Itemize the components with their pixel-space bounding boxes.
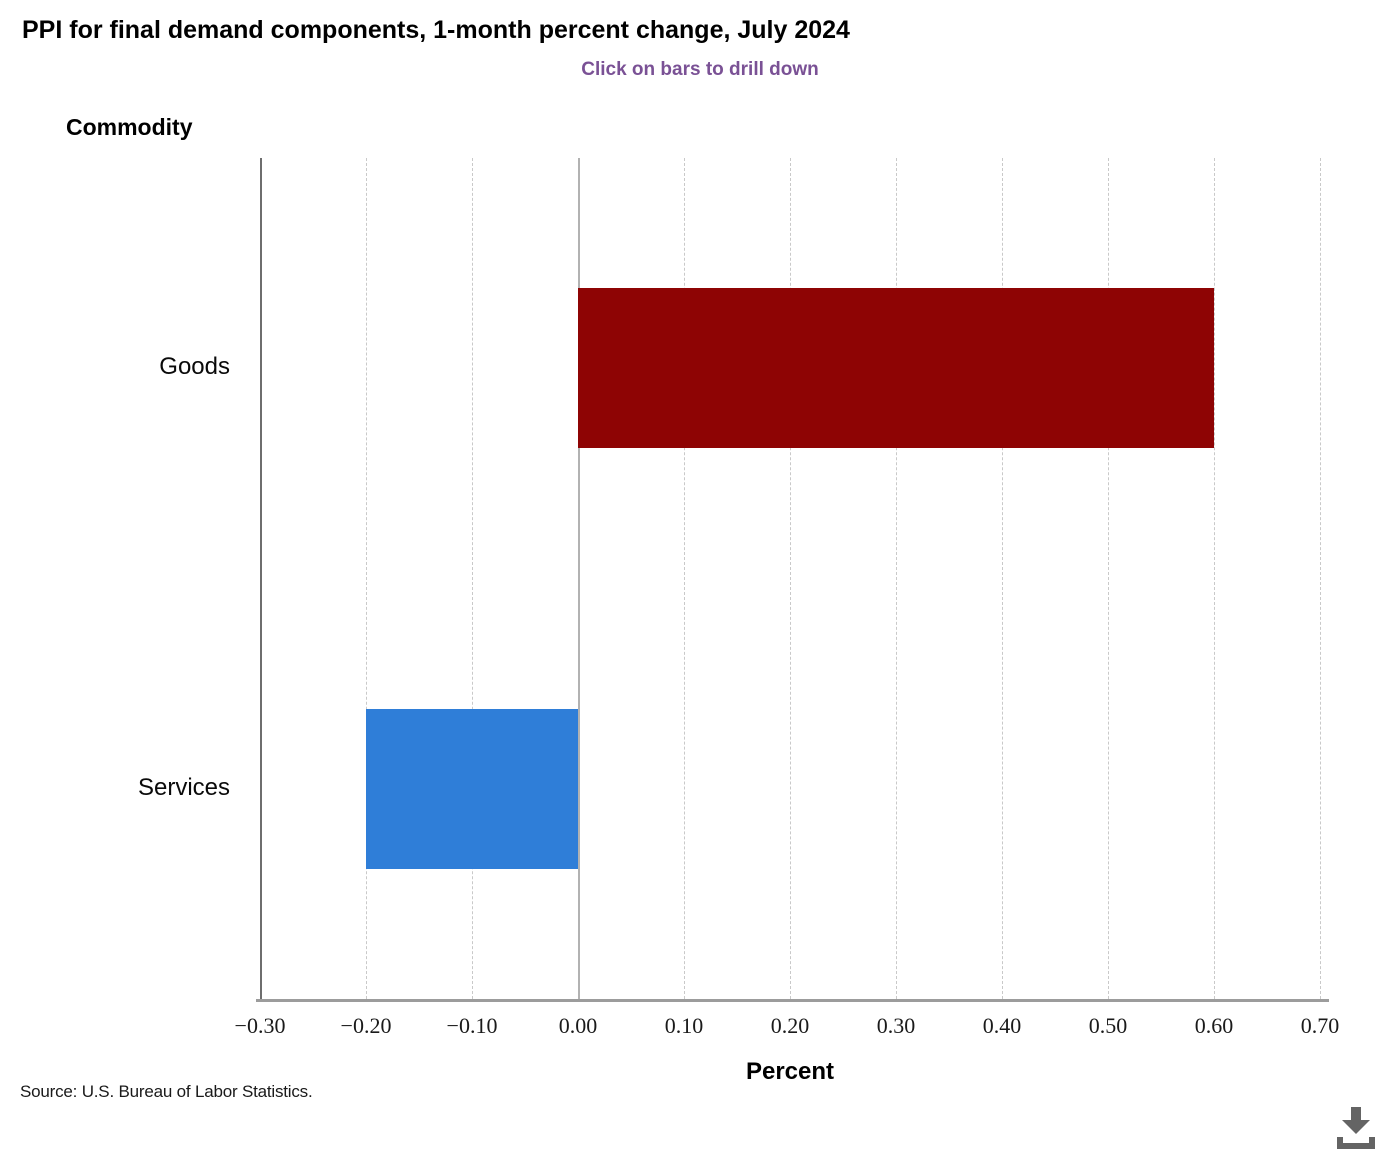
x-tick-label: 0.40 [982, 1013, 1022, 1038]
gridline [1108, 158, 1109, 999]
gridline [684, 158, 685, 999]
bar-services[interactable] [366, 708, 578, 869]
x-tick-label: 0.70 [1300, 1013, 1340, 1038]
gridline [472, 158, 473, 999]
drilldown-hint: Click on bars to drill down [581, 59, 819, 80]
category-label-services: Services [137, 773, 230, 801]
gridline [1214, 158, 1215, 999]
gridline [366, 158, 367, 999]
x-axis-line [256, 999, 1329, 1002]
y-axis-title: Commodity [66, 114, 193, 140]
x-tick-label: −0.30 [234, 1013, 286, 1038]
x-tick-label: 0.20 [770, 1013, 810, 1038]
x-tick-label: −0.20 [340, 1013, 392, 1038]
x-axis-title: Percent [745, 1058, 835, 1085]
y-axis-line [260, 158, 262, 999]
source-note: Source: U.S. Bureau of Labor Statistics. [20, 1082, 313, 1101]
bar-goods[interactable] [578, 288, 1214, 449]
x-tick-label: 0.60 [1194, 1013, 1234, 1038]
download-icon [1337, 1107, 1375, 1149]
chart-title: PPI for final demand components, 1-month… [22, 16, 850, 44]
gridline [1002, 158, 1003, 999]
x-tick-label: 0.00 [558, 1013, 598, 1038]
category-label-goods: Goods [159, 353, 230, 381]
zero-gridline [578, 158, 580, 999]
download-button[interactable] [1332, 1102, 1380, 1154]
gridline [896, 158, 897, 999]
x-tick-label: 0.50 [1088, 1013, 1128, 1038]
gridline [790, 158, 791, 999]
gridline [1320, 158, 1321, 999]
x-tick-label: 0.30 [876, 1013, 916, 1038]
x-tick-label: 0.10 [664, 1013, 704, 1038]
x-tick-label: −0.10 [446, 1013, 498, 1038]
